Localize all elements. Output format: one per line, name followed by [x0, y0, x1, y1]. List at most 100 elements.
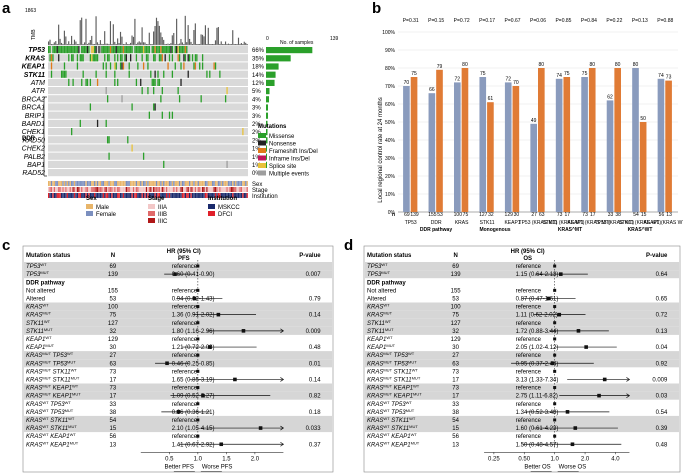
track-cell — [121, 193, 123, 198]
track-cell — [106, 193, 109, 198]
gene-labels: TP53KRASKEAP1STK11ATMATRBRCA2BRCA1BRIP1B… — [22, 47, 46, 177]
mutation-cell — [62, 46, 64, 54]
track-cell — [101, 181, 103, 186]
mutation-cell — [147, 54, 149, 62]
track-cell — [108, 187, 110, 192]
mutation-cell — [105, 87, 107, 95]
b-category-label: TP53 (KRAS MT) — [519, 220, 558, 226]
mutation-cell — [66, 46, 68, 54]
mutation-cell — [112, 46, 115, 54]
track-cell — [50, 193, 53, 198]
mutation-cell — [155, 46, 158, 54]
forest-n: 56 — [110, 434, 117, 440]
track-cell — [229, 187, 231, 192]
pct-label-rad52: 0% — [252, 171, 261, 177]
tmb-bar — [229, 44, 231, 45]
track-cell — [213, 193, 215, 198]
track-cell — [224, 181, 227, 186]
forest-hr-text: 1.72 (0.88-3.44) — [516, 329, 559, 335]
track-cell — [52, 181, 54, 186]
mutation-cell — [122, 62, 125, 70]
forest-n: 73 — [452, 386, 459, 392]
mutation-cell — [164, 46, 166, 54]
mutation-cell — [71, 128, 73, 136]
mutation-cell — [170, 46, 172, 54]
track-cell — [101, 187, 103, 192]
b-bar-mt — [665, 80, 672, 212]
b-pvalue: P=0.84 — [581, 18, 597, 24]
forest-n: 27 — [110, 353, 117, 359]
forest-hr-point — [241, 329, 246, 333]
mutation-cell — [115, 46, 117, 54]
track-cell — [137, 181, 139, 186]
track-cell — [53, 193, 56, 198]
tmb-bar — [118, 43, 120, 45]
tmb-bar — [233, 44, 235, 45]
legend-label: IIIB — [158, 212, 167, 218]
forest-p: 0.92 — [656, 361, 668, 367]
track-cell — [53, 187, 56, 192]
track-cell — [138, 187, 140, 192]
track-cell — [76, 187, 79, 192]
tmb-bar — [83, 42, 86, 45]
mutation-cell — [50, 54, 53, 62]
tmb-bar — [148, 32, 150, 45]
mutation-cell — [137, 46, 139, 54]
mutation-cell — [201, 54, 204, 62]
b-bar-label: 80 — [633, 62, 639, 68]
track-cell — [49, 187, 51, 192]
forest-hr-point — [219, 442, 224, 447]
tmb-bar — [180, 38, 182, 45]
track-cell — [49, 181, 51, 186]
track-cell — [183, 187, 185, 192]
forest-p: 0.009 — [306, 329, 322, 335]
mutation-cell — [142, 46, 145, 54]
count-bar-stk11 — [266, 71, 276, 78]
tmb-bar — [102, 44, 104, 45]
mutation-cell — [94, 54, 96, 62]
legend-label: IIIA — [158, 205, 167, 211]
b-category-label: DDR — [431, 220, 442, 226]
track-cell — [86, 181, 89, 186]
forest-n: 27 — [452, 353, 459, 359]
legend-label: Inframe Ins/Del — [269, 157, 310, 163]
mutation-cell — [108, 54, 110, 62]
count-bar-rad50 — [266, 137, 268, 144]
track-cell — [91, 181, 93, 186]
b-n-label: n — [392, 212, 395, 218]
track-cell — [144, 181, 146, 186]
track-cell — [167, 193, 169, 198]
legend-swatch — [208, 204, 215, 209]
gene-label-bard1: BARD1 — [22, 121, 45, 128]
track-cell — [183, 181, 185, 186]
forest-ref-point — [196, 321, 200, 325]
tmb-bar — [190, 41, 192, 45]
b-ytick: 20% — [385, 174, 396, 180]
tmb-bar — [227, 43, 230, 45]
tmb-axis-label: TMB — [31, 29, 37, 40]
track-cell — [147, 193, 149, 198]
track-cell — [178, 193, 181, 198]
mutation-cell — [171, 46, 174, 54]
tmb-bar — [79, 20, 81, 45]
forest-status-label: TP53WT — [367, 262, 388, 271]
forest-ref-point — [553, 305, 557, 309]
mutation-cell — [109, 62, 112, 70]
track-cell — [235, 187, 237, 192]
mutation-cell — [119, 54, 122, 62]
forest-n: 63 — [110, 361, 117, 367]
tmb-bar — [196, 44, 198, 45]
forest-p: 0.033 — [306, 426, 322, 432]
track-cell — [115, 187, 117, 192]
oncoprint-row-bg — [48, 119, 248, 127]
forest-hr-point — [192, 296, 197, 301]
track-cell — [73, 181, 76, 186]
track-cell — [168, 187, 171, 192]
track-cell — [60, 193, 63, 198]
tmb-bar — [157, 21, 159, 45]
forest-hr-point — [216, 312, 221, 317]
tmb-bar — [52, 44, 54, 45]
count-bar-keap1 — [266, 63, 279, 70]
track-cell — [119, 181, 122, 186]
forest-hr-text: reference — [172, 288, 198, 294]
